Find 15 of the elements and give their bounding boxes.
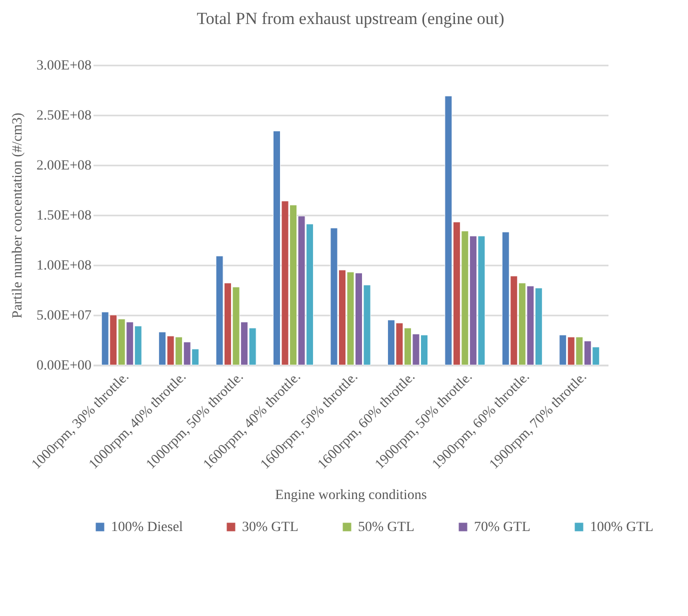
y-tick-label: 3.00E+08 [36, 58, 92, 74]
legend-label: 100% Diesel [111, 520, 184, 535]
y-tick-label: 2.50E+08 [36, 108, 92, 124]
legend-label: 30% GTL [242, 520, 298, 535]
y-axis-title: Partile number concentation (#/cm3) [10, 112, 26, 318]
x-axis-title: Engine working conditions [275, 488, 427, 503]
y-tick-label: 1.50E+08 [36, 208, 92, 224]
chart-title: Total PN from exhaust upstream (engine out) [196, 9, 504, 28]
y-tick-label: 1.00E+08 [36, 258, 92, 274]
y-tick-label: 2.00E+08 [36, 158, 92, 174]
legend-label: 100% GTL [590, 520, 654, 535]
y-tick-label: 0.00E+00 [36, 358, 92, 374]
y-tick-label: 5.00E+07 [36, 308, 92, 324]
legend-label: 70% GTL [474, 520, 530, 535]
legend-label: 50% GTL [358, 520, 414, 535]
